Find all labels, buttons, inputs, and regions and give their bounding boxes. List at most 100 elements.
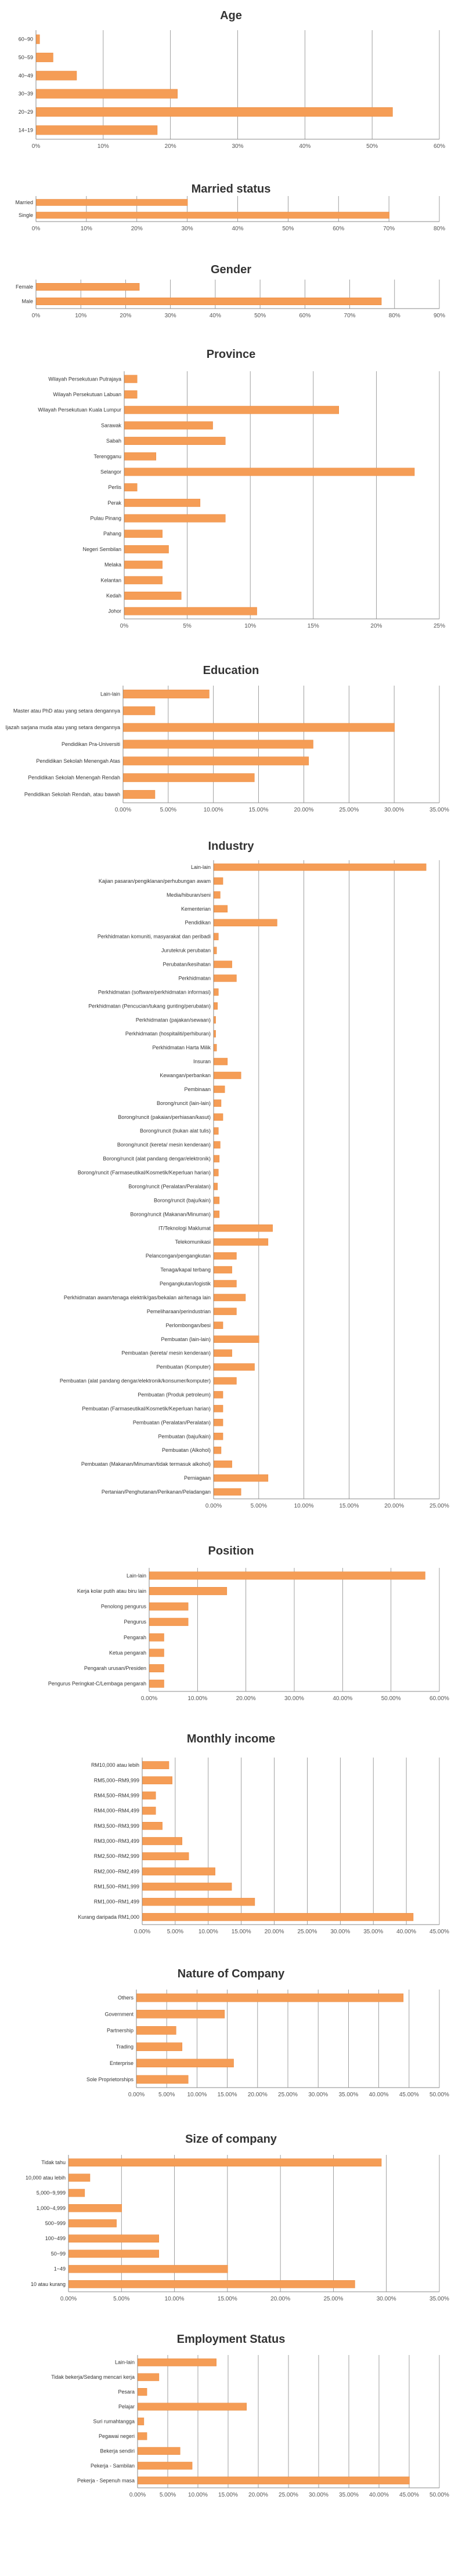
bar (68, 2280, 355, 2288)
tick-label: 0% (32, 313, 41, 319)
bar (68, 2219, 117, 2227)
bar (149, 1649, 164, 1657)
tick-label: 45.00% (399, 2492, 419, 2498)
bar (214, 1183, 218, 1190)
bar (214, 1085, 225, 1093)
category-label: Male (21, 299, 33, 305)
category-label: Partnership (107, 2027, 133, 2033)
tick-label: 15.00% (218, 2092, 237, 2098)
bar (138, 2403, 247, 2411)
chart-11: Employment Status 0.00% 5.00% 10.00% 15.00% 2… (51, 2333, 449, 2498)
bar (36, 89, 178, 99)
bar (36, 71, 77, 81)
tick-label: 20% (370, 623, 382, 629)
bar (36, 199, 188, 206)
bar (124, 437, 226, 445)
category-label: Borong/runcit (Peralatan/Peralatan) (128, 1183, 211, 1189)
category-label: Government (104, 2011, 133, 2017)
tick-label: 35.00% (429, 2296, 449, 2302)
category-label: Pembuatan (Peralatan/Peralatan) (133, 1419, 211, 1425)
bar (123, 790, 156, 799)
category-label: Perkhidmatan (software/perkhidmatan info… (98, 989, 211, 995)
tick-label: 0.00% (205, 1503, 222, 1509)
category-label: Single (19, 212, 33, 218)
category-label: Pegawai negeri (99, 2433, 135, 2439)
tick-label: 20.00% (265, 1929, 284, 1935)
tick-label: 25.00% (323, 2296, 343, 2302)
category-label: Kementerian (181, 906, 211, 912)
bar (214, 1321, 223, 1329)
bar (142, 1806, 156, 1815)
tick-label: 80% (389, 313, 400, 319)
tick-label: 30.00% (384, 807, 404, 813)
category-label: Pemeliharaan/perindustrian (147, 1309, 211, 1314)
bar (149, 1602, 189, 1611)
chart-title: Monthly income (187, 1733, 275, 1745)
bar (214, 1446, 222, 1454)
category-label: Bekerja sendiri (100, 2448, 135, 2454)
chart-title: Industry (208, 840, 255, 853)
bar (124, 375, 138, 383)
chart-title: Age (220, 9, 242, 22)
tick-label: 30% (232, 143, 243, 150)
category-label: Pekerja - Sepenuh masa (77, 2477, 135, 2483)
tick-label: 25.00% (278, 2092, 298, 2098)
tick-label: 30.00% (308, 2092, 328, 2098)
bar (68, 2249, 159, 2258)
category-label: Pembuatan (lain-lain) (161, 1336, 211, 1342)
chart-6: Industry 0.00% 5.00% 10.00% 15.00% 20.00% 25.0… (60, 840, 449, 1509)
bar (142, 1822, 163, 1830)
bar (124, 592, 182, 600)
category-label: Sole Proprietorships (86, 2077, 134, 2082)
bar (149, 1664, 164, 1672)
bar (214, 863, 427, 871)
bar (123, 723, 395, 732)
bar (214, 947, 217, 954)
tick-label: 60.00% (429, 1695, 449, 1702)
tick-label: 45.00% (399, 2092, 419, 2098)
category-label: Borong/runcit (Makanan/Minuman) (130, 1211, 211, 1217)
category-label: Perniagaan (184, 1475, 211, 1481)
bar (36, 125, 158, 135)
tick-label: 35.00% (339, 2492, 359, 2498)
bar (214, 1113, 223, 1121)
category-label: Pengarah (124, 1635, 146, 1640)
bar (136, 2026, 176, 2035)
tick-label: 5.00% (158, 2092, 175, 2098)
category-label: Pembinaan (184, 1086, 211, 1092)
bar (214, 1002, 218, 1010)
tick-label: 5.00% (167, 1929, 183, 1935)
bar (136, 2009, 225, 2019)
bar (36, 298, 382, 305)
tick-label: 10.00% (187, 1695, 207, 1702)
bar (136, 2075, 189, 2084)
tick-label: 40.00% (369, 2092, 389, 2098)
category-label: 30~39 (19, 91, 33, 97)
tick-label: 30.00% (330, 1929, 350, 1935)
tick-label: 10% (98, 143, 109, 150)
tick-label: 20% (120, 313, 131, 319)
bar (123, 740, 313, 749)
category-label: Wilayah Persekutuan Kuala Lumpur (38, 407, 121, 413)
tick-label: 40.00% (369, 2492, 389, 2498)
tick-label: 50.00% (429, 2092, 449, 2098)
bar (124, 452, 157, 461)
tick-label: 60% (434, 143, 445, 150)
bar (142, 1897, 255, 1906)
chart-title: Size of company (185, 2133, 277, 2146)
category-label: 14~19 (19, 127, 33, 133)
tick-label: 35.00% (363, 1929, 383, 1935)
category-label: Pesara (118, 2389, 135, 2395)
bar (142, 1852, 189, 1860)
tick-label: 60% (333, 226, 344, 232)
bar (138, 2447, 181, 2455)
tick-label: 40.00% (333, 1695, 352, 1702)
tick-label: 20.00% (236, 1695, 256, 1702)
bar (124, 560, 163, 569)
category-label: Perkhidmatan Harta Milik (152, 1045, 211, 1050)
chart-title: Gender (211, 263, 251, 276)
tick-label: 10.00% (294, 1503, 314, 1509)
bar (138, 2476, 410, 2484)
tick-label: 10.00% (187, 2092, 207, 2098)
bar (214, 1294, 246, 1302)
